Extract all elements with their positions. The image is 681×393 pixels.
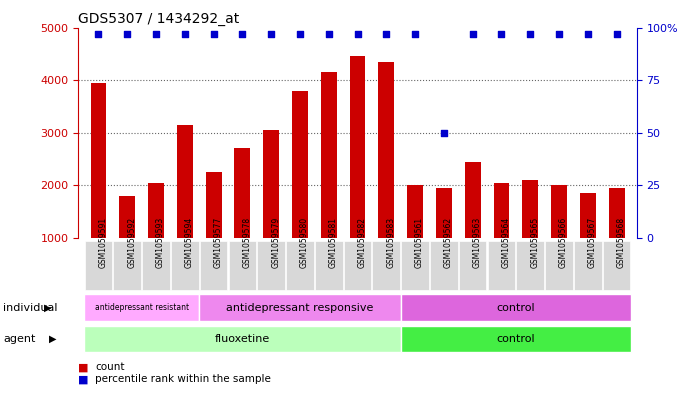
Bar <box>84 326 400 352</box>
Text: GSM1059579: GSM1059579 <box>271 217 280 268</box>
Bar <box>603 241 631 290</box>
Point <box>554 31 565 37</box>
Text: ▶: ▶ <box>44 303 52 312</box>
Bar <box>234 149 251 238</box>
Point <box>582 31 593 37</box>
Bar <box>315 241 343 290</box>
Bar <box>400 294 631 321</box>
Text: GSM1059583: GSM1059583 <box>386 217 395 268</box>
Bar <box>292 90 308 238</box>
Bar <box>609 188 624 238</box>
Bar <box>516 241 544 290</box>
Point <box>496 31 507 37</box>
Point <box>381 31 392 37</box>
Bar <box>200 294 400 321</box>
Text: GSM1059568: GSM1059568 <box>616 217 626 268</box>
Text: GSM1059564: GSM1059564 <box>501 217 511 268</box>
Bar <box>459 241 486 290</box>
Point <box>323 31 334 37</box>
Bar <box>430 241 458 290</box>
Bar <box>148 183 164 238</box>
Text: control: control <box>496 303 535 312</box>
Point <box>266 31 276 37</box>
Bar <box>229 241 256 290</box>
Bar <box>264 130 279 238</box>
Text: GSM1059566: GSM1059566 <box>559 217 568 268</box>
Text: antidepressant resistant: antidepressant resistant <box>95 303 189 312</box>
Point <box>410 31 421 37</box>
Bar <box>401 241 429 290</box>
Bar <box>177 125 193 238</box>
Bar <box>119 196 135 238</box>
Text: GSM1059593: GSM1059593 <box>156 217 165 268</box>
Bar <box>464 162 481 238</box>
Bar <box>91 83 106 238</box>
Bar <box>494 183 509 238</box>
Text: GSM1059562: GSM1059562 <box>444 217 453 268</box>
Text: antidepressant responsive: antidepressant responsive <box>226 303 374 312</box>
Bar <box>522 180 538 238</box>
Text: ■: ■ <box>78 374 89 384</box>
Text: percentile rank within the sample: percentile rank within the sample <box>95 374 271 384</box>
Text: GSM1059591: GSM1059591 <box>99 217 108 268</box>
Text: ■: ■ <box>78 362 89 373</box>
Bar <box>373 241 400 290</box>
Text: count: count <box>95 362 125 373</box>
Text: fluoxetine: fluoxetine <box>215 334 270 344</box>
Point <box>179 31 190 37</box>
Point <box>237 31 248 37</box>
Bar <box>488 241 516 290</box>
Bar <box>200 241 227 290</box>
Point <box>467 31 478 37</box>
Bar <box>257 241 285 290</box>
Bar <box>321 72 336 238</box>
Bar <box>84 294 200 321</box>
Bar <box>379 62 394 238</box>
Bar <box>545 241 573 290</box>
Bar <box>171 241 199 290</box>
Point <box>208 31 219 37</box>
Text: control: control <box>496 334 535 344</box>
Text: agent: agent <box>3 334 36 344</box>
Bar <box>580 193 596 238</box>
Text: GSM1059582: GSM1059582 <box>358 217 366 268</box>
Bar <box>574 241 601 290</box>
Point <box>93 31 104 37</box>
Text: GSM1059561: GSM1059561 <box>415 217 424 268</box>
Point <box>122 31 133 37</box>
Text: GDS5307 / 1434292_at: GDS5307 / 1434292_at <box>78 13 240 26</box>
Bar <box>114 241 141 290</box>
Bar <box>400 326 631 352</box>
Bar <box>286 241 314 290</box>
Point <box>525 31 536 37</box>
Text: GSM1059581: GSM1059581 <box>329 217 338 268</box>
Point <box>611 31 622 37</box>
Text: GSM1059567: GSM1059567 <box>588 217 597 268</box>
Bar <box>349 57 366 238</box>
Text: GSM1059594: GSM1059594 <box>185 217 194 268</box>
Text: ▶: ▶ <box>49 334 57 344</box>
Point <box>151 31 161 37</box>
Bar <box>551 185 567 238</box>
Text: individual: individual <box>3 303 58 312</box>
Text: GSM1059580: GSM1059580 <box>300 217 309 268</box>
Text: GSM1059578: GSM1059578 <box>242 217 251 268</box>
Bar <box>142 241 170 290</box>
Bar <box>407 185 423 238</box>
Bar <box>344 241 371 290</box>
Point <box>439 129 449 136</box>
Text: GSM1059577: GSM1059577 <box>214 217 223 268</box>
Bar <box>206 172 221 238</box>
Text: GSM1059565: GSM1059565 <box>530 217 539 268</box>
Bar <box>436 188 452 238</box>
Bar <box>84 241 112 290</box>
Text: GSM1059592: GSM1059592 <box>127 217 136 268</box>
Text: GSM1059563: GSM1059563 <box>473 217 481 268</box>
Point <box>294 31 305 37</box>
Point <box>352 31 363 37</box>
